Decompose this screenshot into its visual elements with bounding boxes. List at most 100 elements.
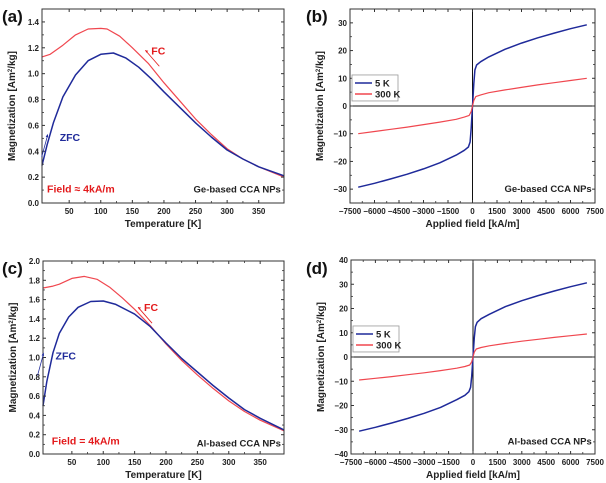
data-point bbox=[474, 69, 475, 70]
data-point bbox=[391, 422, 392, 423]
data-point bbox=[407, 418, 408, 419]
data-point bbox=[195, 122, 196, 123]
data-point bbox=[100, 28, 101, 29]
panel-d: (d) −7500 −6000 −4500 −3000 −1500 0 1500 3000 450… bbox=[306, 256, 604, 481]
data-point bbox=[472, 356, 473, 357]
plot-frame bbox=[41, 8, 285, 204]
annotation: FC bbox=[144, 302, 158, 314]
data-point bbox=[456, 368, 457, 369]
data-point bbox=[125, 58, 126, 59]
x-tick-label: 0 bbox=[471, 458, 476, 467]
x-tick-label: 350 bbox=[253, 458, 267, 467]
data-point bbox=[586, 24, 587, 25]
x-axis-title: Applied field [kA/m] bbox=[426, 219, 520, 230]
x-tick-label: 7500 bbox=[586, 207, 604, 216]
data-point bbox=[374, 183, 375, 184]
x-tick-label: 6000 bbox=[562, 458, 580, 467]
fc-arrow-line bbox=[137, 306, 153, 324]
data-point bbox=[151, 78, 152, 79]
data-point bbox=[471, 128, 472, 129]
panel-letter: (d) bbox=[306, 259, 328, 278]
panel-a: (a) 50 100 150 200 250 300 350 0.0 0.2 0.4 0.6 0.8 1.… bbox=[2, 7, 285, 230]
data-point bbox=[570, 286, 571, 287]
x-tick-label: 50 bbox=[67, 458, 76, 467]
series-line-300-k bbox=[358, 77, 587, 135]
x-axis-title: Applied field [kA/m] bbox=[426, 470, 520, 481]
x-tick-label: −7500 bbox=[339, 207, 362, 216]
data-point bbox=[88, 28, 89, 29]
x-axis-title: Temperature [K] bbox=[125, 219, 202, 230]
data-point bbox=[470, 387, 471, 388]
x-tick-label: 250 bbox=[189, 207, 203, 216]
x-tick-label: −4500 bbox=[388, 207, 411, 216]
data-point bbox=[586, 78, 587, 79]
data-point bbox=[440, 407, 441, 408]
data-point bbox=[62, 45, 63, 46]
data-point bbox=[148, 63, 149, 64]
data-point bbox=[75, 74, 76, 75]
data-point bbox=[586, 333, 587, 334]
data-point bbox=[96, 279, 97, 280]
data-point bbox=[464, 150, 465, 151]
x-tick-label: 7500 bbox=[586, 458, 604, 467]
data-point bbox=[554, 33, 555, 34]
data-point bbox=[521, 341, 522, 342]
y-tick-label: 0.8 bbox=[29, 373, 41, 382]
x-tick-label: 4500 bbox=[537, 458, 555, 467]
y-tick-label: 1.2 bbox=[28, 44, 40, 53]
data-point bbox=[359, 431, 360, 432]
data-point bbox=[423, 124, 424, 125]
annotation: Al-based CCA NPs bbox=[197, 438, 281, 449]
zfc-arrow-head bbox=[45, 133, 49, 138]
data-point bbox=[439, 162, 440, 163]
data-point bbox=[456, 399, 457, 400]
data-point bbox=[481, 318, 482, 319]
data-point bbox=[134, 314, 135, 315]
data-point bbox=[62, 96, 63, 97]
y-axis-title: Magnetization [Am2/kg] bbox=[315, 51, 326, 161]
data-point bbox=[473, 83, 474, 84]
y-tick-label: 0.0 bbox=[29, 450, 41, 459]
data-point bbox=[521, 87, 522, 88]
data-point bbox=[468, 146, 469, 147]
y-tick-label: −10 bbox=[334, 377, 348, 386]
data-point bbox=[474, 337, 475, 338]
data-point bbox=[138, 67, 139, 68]
data-point bbox=[374, 131, 375, 132]
data-point bbox=[475, 96, 476, 97]
data-point bbox=[260, 418, 261, 419]
data-point bbox=[213, 385, 214, 386]
y-tick-label: 1.0 bbox=[28, 70, 40, 79]
data-point bbox=[554, 337, 555, 338]
data-point bbox=[119, 36, 120, 37]
data-point bbox=[475, 326, 476, 327]
panel-b: (b) −7500 −6000 −4500 −3000 −1500 0 1500 3000 450… bbox=[306, 7, 604, 230]
data-point bbox=[75, 34, 76, 35]
data-point bbox=[476, 64, 477, 65]
y-tick-label: 0.2 bbox=[29, 431, 41, 440]
data-point bbox=[132, 47, 133, 48]
zfc-arrow-head bbox=[41, 352, 45, 356]
data-point bbox=[424, 413, 425, 414]
x-tick-label: 200 bbox=[159, 458, 173, 467]
data-point bbox=[359, 379, 360, 380]
data-point bbox=[469, 364, 470, 365]
fc-arrow-line bbox=[145, 50, 160, 67]
data-point bbox=[537, 37, 538, 38]
data-point bbox=[439, 122, 440, 123]
y-tick-label: 1.2 bbox=[29, 334, 41, 343]
y-tick-label: 0.2 bbox=[28, 173, 40, 182]
y-tick-label: −30 bbox=[333, 185, 347, 194]
data-point bbox=[78, 307, 79, 308]
y-axis-title: Magnetization [Am2/kg] bbox=[316, 302, 327, 412]
data-point bbox=[423, 168, 424, 169]
data-point bbox=[258, 166, 259, 167]
legend-box bbox=[351, 74, 399, 102]
data-point bbox=[150, 326, 151, 327]
y-tick-label: 0.6 bbox=[29, 392, 41, 401]
data-point bbox=[488, 92, 489, 93]
annotation: Ge-based CCA NPs bbox=[194, 185, 281, 196]
x-tick-label: 100 bbox=[94, 207, 108, 216]
annotation: FC bbox=[151, 45, 165, 57]
y-axis-title-tail: /kg] bbox=[315, 51, 326, 69]
